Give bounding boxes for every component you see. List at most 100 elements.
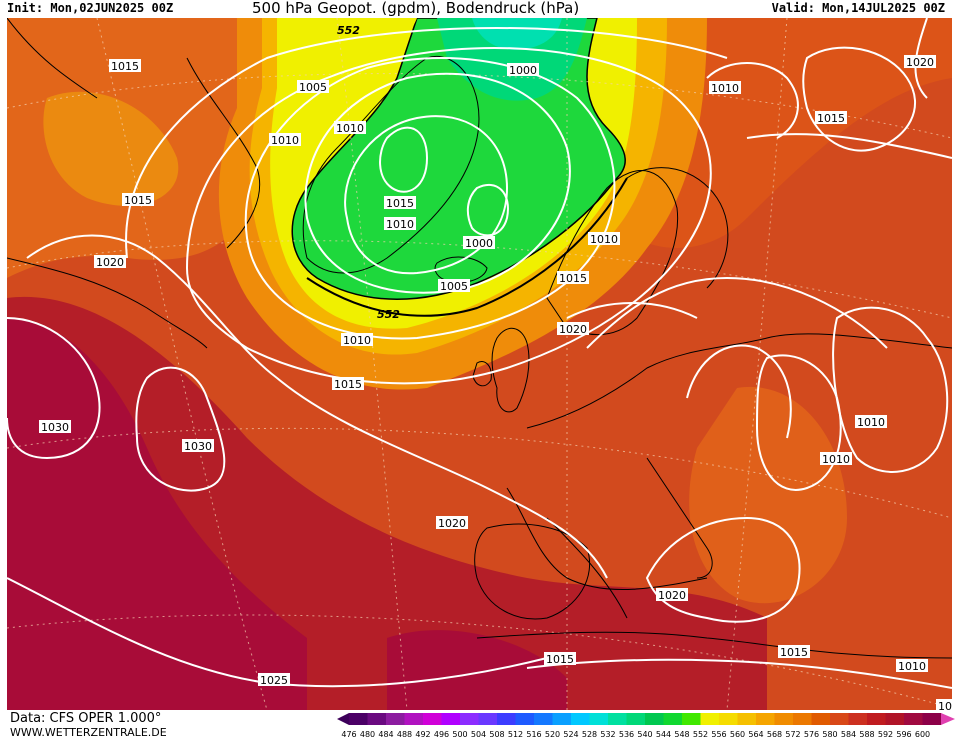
trough-core <box>472 18 562 50</box>
color-scale-labels: 476 480 484 488 492 496 500 504 508 512 516 520 524 5… <box>341 730 930 739</box>
isobar-label-box <box>384 196 416 209</box>
isobar-label-box <box>94 255 126 268</box>
colorbar-tick-label: 544 <box>656 730 671 739</box>
isobar-label: 1030 <box>182 439 214 453</box>
isobar-label-text: 1010 <box>898 660 926 673</box>
isobar-label-text: 1000 <box>465 237 493 250</box>
isobar-label-text: 1015 <box>111 60 139 73</box>
isobar-label-text: 1015 <box>386 197 414 210</box>
field-crimson-west <box>7 318 307 710</box>
isobar-label-text: 1010 <box>336 122 364 135</box>
isobar-label-box <box>557 322 589 335</box>
isobar-label: 1010 <box>384 217 416 231</box>
isobar-label: 1025 <box>258 673 290 687</box>
colorbar-cell <box>386 713 405 725</box>
isobar-label: 1020 <box>94 255 126 269</box>
isobar-label-text: 1005 <box>299 81 327 94</box>
isobar-label-box <box>820 452 852 465</box>
colorbar-cell <box>663 713 683 725</box>
isobar-label: 1010 <box>334 121 366 135</box>
colorbar-cell <box>423 713 442 725</box>
isobar-label-box <box>109 59 141 72</box>
colorbar-tick-label: 524 <box>563 730 578 739</box>
colorbar-tick-label: 476 <box>341 730 356 739</box>
isobar-label-box <box>39 420 71 433</box>
colorbar-tick-label: 516 <box>526 730 541 739</box>
isobar-label-text: 1015 <box>780 646 808 659</box>
colorbar-cell <box>571 713 590 725</box>
colorbar-tick-label: 596 <box>896 730 911 739</box>
isobar-label: 1030 <box>39 420 71 434</box>
isobar-label-text: 1030 <box>41 421 69 434</box>
isobar-label-text: 1015 <box>334 378 362 391</box>
isobar-label: 1010 <box>855 415 887 429</box>
isobar-label: 10 <box>936 699 952 710</box>
geopot-labels: 552 552 <box>337 24 400 321</box>
isobar-label-box <box>896 659 928 672</box>
isobar-label: 1015 <box>122 193 154 207</box>
isobar-label-text: 1020 <box>906 56 934 69</box>
colorbar-cell <box>737 713 757 725</box>
isobar-label: 1020 <box>557 322 589 336</box>
header-bar: Init: Mon,02JUN2025 00Z 500 hPa Geopot. … <box>0 0 959 18</box>
field-yellow-patch <box>307 18 417 58</box>
isobar-label: 1020 <box>436 516 468 530</box>
isobar-label-text: 1010 <box>343 334 371 347</box>
colorbar-cell <box>756 713 775 725</box>
isobar-label-box <box>332 377 364 390</box>
isobar-label-text: 1010 <box>711 82 739 95</box>
colorbar-cell <box>774 713 794 725</box>
colorbar-cell <box>534 713 553 725</box>
isobar-label-box <box>507 63 539 76</box>
isobar-label-box <box>341 333 373 346</box>
colorbar-cell <box>589 713 609 725</box>
colorbar-cell <box>608 713 627 725</box>
isobar-label: 1015 <box>778 645 810 659</box>
isobar-label-box <box>384 217 416 230</box>
colorbar-tick-label: 572 <box>785 730 800 739</box>
colorbar-cell <box>867 713 886 725</box>
isobar-label-box <box>588 232 620 245</box>
isobar-label: 1010 <box>341 333 373 347</box>
weather-map: 1015 1005 1010 1010 1000 1010 1020 1015 1015 1015… <box>7 18 952 710</box>
isobar-label-text: 1015 <box>546 653 574 666</box>
colorbar-tick-label: 564 <box>748 730 763 739</box>
isobar-label: 1000 <box>463 236 495 250</box>
isobar-label-text: 1010 <box>590 233 618 246</box>
isobar-label-text: 1020 <box>96 256 124 269</box>
color-scale-cells <box>337 713 955 725</box>
isobar-label-text: 1015 <box>817 112 845 125</box>
isobar-label-box <box>904 55 936 68</box>
colorbar-tick-label: 548 <box>674 730 689 739</box>
isobar-label-text: 1010 <box>271 134 299 147</box>
isobar-label-box <box>436 516 468 529</box>
colorbar-tick-label: 592 <box>878 730 893 739</box>
isobar-label: 1010 <box>269 133 301 147</box>
isobar-label-box <box>269 133 301 146</box>
colorbar-tick-label: 536 <box>619 730 634 739</box>
valid-time: Valid: Mon,14JUL2025 00Z <box>771 1 945 15</box>
colorbar-tick-label: 580 <box>822 730 837 739</box>
colorbar-cell <box>885 713 905 725</box>
website-credit: WWW.WETTERZENTRALE.DE <box>10 726 167 739</box>
colorbar-tick-label: 512 <box>508 730 523 739</box>
colorbar-tick-label: 552 <box>693 730 708 739</box>
isobar-label-box <box>936 699 952 710</box>
isobar-label-box <box>778 645 810 658</box>
map-title: 500 hPa Geopot. (gpdm), Bodendruck (hPa) <box>252 0 580 17</box>
isobars <box>7 18 952 689</box>
colorbar-tick-label: 568 <box>767 730 782 739</box>
colorbar-tick-label: 588 <box>859 730 874 739</box>
isobar-label: 1020 <box>904 55 936 69</box>
isobar-label: 1015 <box>544 652 576 666</box>
colorbar-tick-label: 600 <box>915 730 930 739</box>
colorbar-tick-label: 500 <box>452 730 467 739</box>
colorbar-tick-label: 484 <box>378 730 393 739</box>
colorbar-cell <box>848 713 868 725</box>
init-time: Init: Mon,02JUN2025 00Z <box>7 1 174 15</box>
colorbar-arrow-left <box>337 713 349 725</box>
isobar-label: 1015 <box>815 111 847 125</box>
colorbar-cell <box>682 713 701 725</box>
isobar-label-box <box>334 121 366 134</box>
colorbar-cell <box>700 713 720 725</box>
